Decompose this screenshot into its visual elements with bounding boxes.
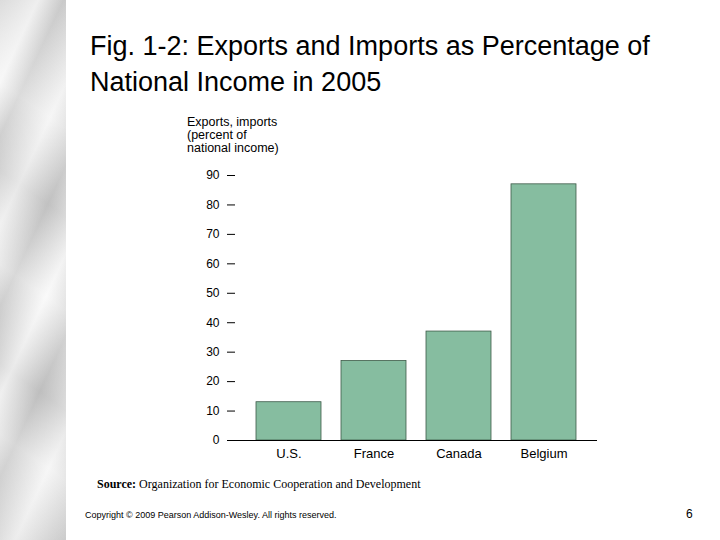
svg-text:France: France [354,446,394,461]
svg-text:Canada: Canada [436,446,482,461]
html-text:Source: Organization for Econo: Source: Organization for Economic Cooper… [97,477,421,491]
svg-text:50: 50 [206,286,220,300]
svg-text:90: 90 [206,168,220,182]
html-text:Copyright © 2009 Pearson Addis: Copyright © 2009 Pearson Addison-Wesley.… [85,510,337,520]
svg-text:0: 0 [213,433,220,447]
html-text:Exports, imports: Exports, imports [187,115,278,129]
html-text:(percent of: (percent of [187,128,247,142]
html-text:6: 6 [686,507,693,521]
svg-text:40: 40 [206,316,220,330]
svg-text:Belgium: Belgium [521,446,568,461]
svg-text:70: 70 [206,227,220,241]
svg-text:80: 80 [206,198,220,212]
svg-text:U.S.: U.S. [276,446,301,461]
html-text:national income): national income) [187,141,279,155]
html-text:Fig. 1-2: Exports and Imports: Fig. 1-2: Exports and Imports as Percent… [90,31,650,97]
svg-text:30: 30 [206,345,220,359]
svg-text:20: 20 [206,374,220,388]
svg-text:10: 10 [206,404,220,418]
svg-text:60: 60 [206,257,220,271]
